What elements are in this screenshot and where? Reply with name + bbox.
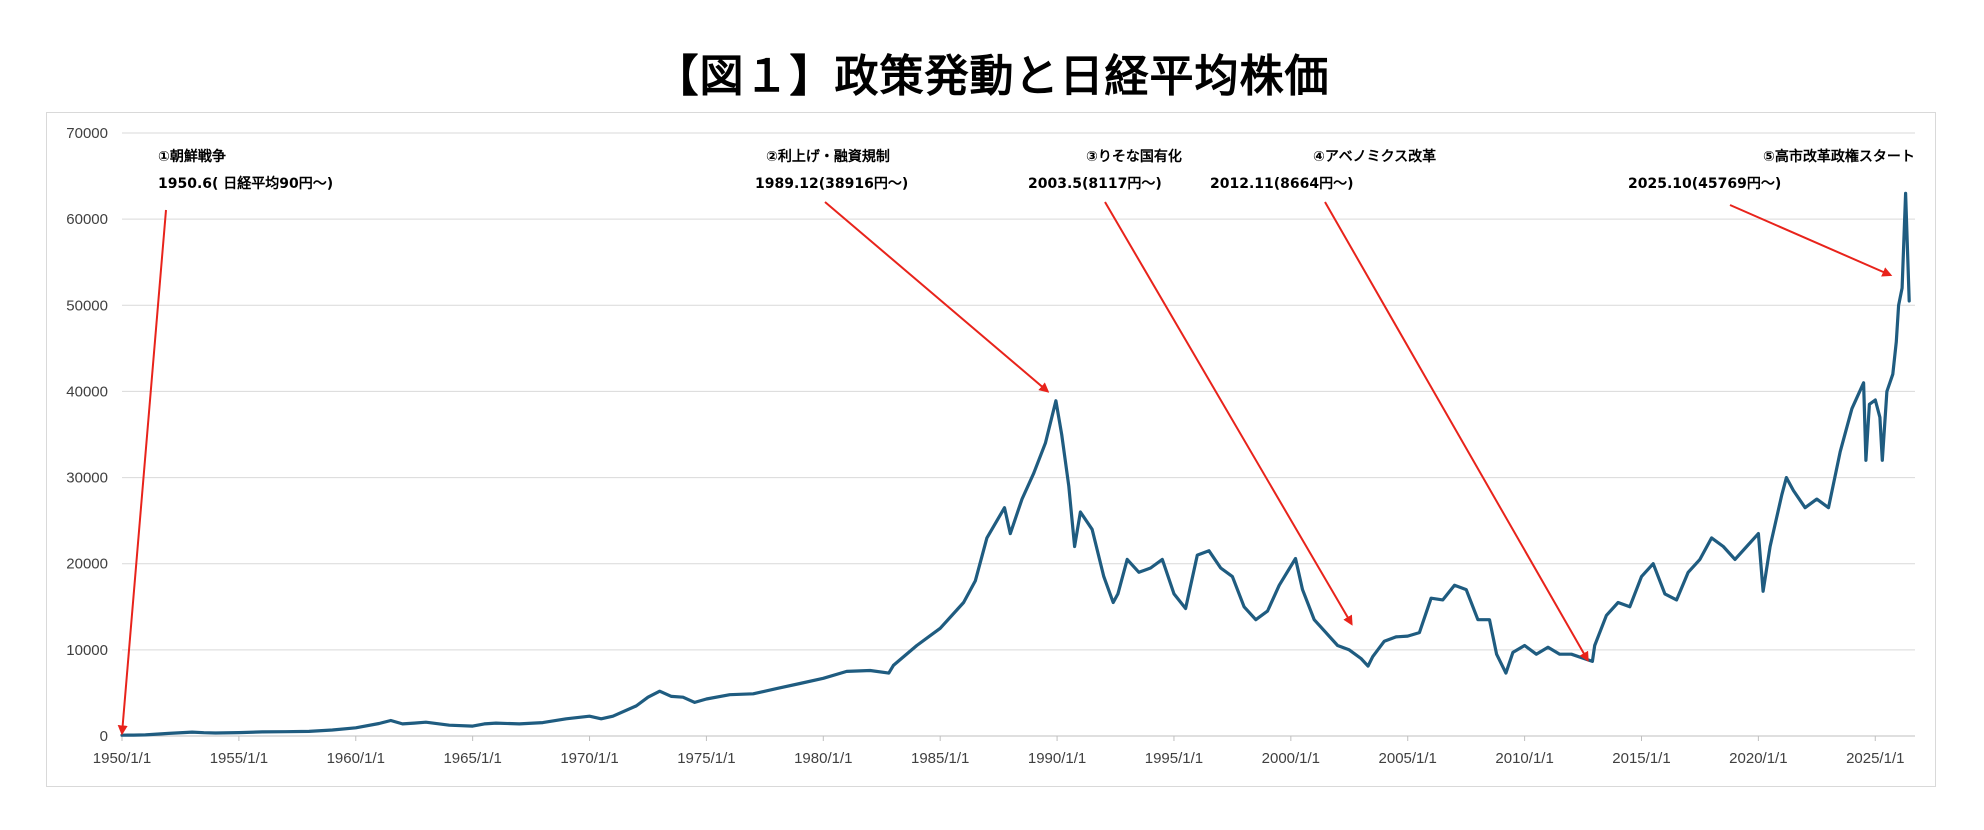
y-tick-label: 50000: [66, 297, 108, 314]
x-tick-label: 2025/1/1: [1846, 750, 1904, 767]
series-group: [120, 191, 1911, 737]
x-tick-label: 2015/1/1: [1612, 750, 1670, 767]
y-tick-label: 60000: [66, 211, 108, 228]
annotation-label: ①朝鮮戦争: [158, 148, 226, 165]
annotation-detail: 2003.5(8117円～): [1028, 176, 1162, 192]
chart-frame: [46, 112, 1936, 787]
y-tick-label: 20000: [66, 556, 108, 573]
annotation-label: ③りそな国有化: [1086, 148, 1182, 165]
annotation-arrow: [1729, 204, 1893, 277]
gridlines: [122, 132, 1915, 737]
y-tick-label: 70000: [66, 125, 108, 142]
annotation-arrow: [824, 201, 1050, 393]
x-tick-label: 1985/1/1: [911, 750, 969, 767]
y-tick-label: 10000: [66, 642, 108, 659]
y-tick-label: 40000: [66, 383, 108, 400]
chart-title: 【図１】政策発動と日経平均株価: [654, 51, 1330, 102]
annotation-detail: 2012.11(8664円～): [1210, 176, 1354, 192]
annotation-arrow: [117, 209, 167, 736]
x-tick-label: 1955/1/1: [210, 750, 268, 767]
annotation-arrow: [1104, 201, 1353, 626]
annotation-label: ④アベノミクス改革: [1313, 148, 1436, 165]
x-tick-label: 1990/1/1: [1028, 750, 1086, 767]
x-axis: 1950/1/1 1955/1/1 1960/1/1 1965/1/1 1970/1/1…: [93, 736, 1904, 767]
x-tick-label: 2020/1/1: [1729, 750, 1787, 767]
x-tick-label: 1960/1/1: [327, 750, 385, 767]
annotation-arrow: [1324, 201, 1589, 662]
annotation-detail: 1950.6( 日経平均90円～): [158, 175, 333, 192]
x-tick-label: 1995/1/1: [1145, 750, 1203, 767]
series-line-nikkei: [120, 191, 1911, 737]
x-tick-label: 1975/1/1: [677, 750, 735, 767]
x-tick-label: 1965/1/1: [443, 750, 501, 767]
annotation-label: ②利上げ・融資規制: [766, 148, 890, 165]
annotation-detail: 1989.12(38916円～): [755, 176, 908, 192]
x-tick-label: 1950/1/1: [93, 750, 151, 767]
annotation-detail: 2025.10(45769円～): [1628, 176, 1781, 192]
x-tick-label: 1970/1/1: [560, 750, 618, 767]
y-tick-label: 0: [100, 728, 108, 745]
y-axis: 0 10000 20000 30000 40000 50000 60000 70000: [66, 125, 108, 745]
x-tick-label: 1980/1/1: [794, 750, 852, 767]
x-tick-label: 2005/1/1: [1379, 750, 1437, 767]
annotation-label: ⑤高市改革政権スタート: [1763, 148, 1915, 165]
x-tick-label: 2000/1/1: [1262, 750, 1320, 767]
annotations: ①朝鮮戦争 1950.6( 日経平均90円～) ②利上げ・融資規制 1989.12(3…: [117, 148, 1915, 736]
y-tick-label: 30000: [66, 470, 108, 487]
x-tick-label: 2010/1/1: [1495, 750, 1553, 767]
